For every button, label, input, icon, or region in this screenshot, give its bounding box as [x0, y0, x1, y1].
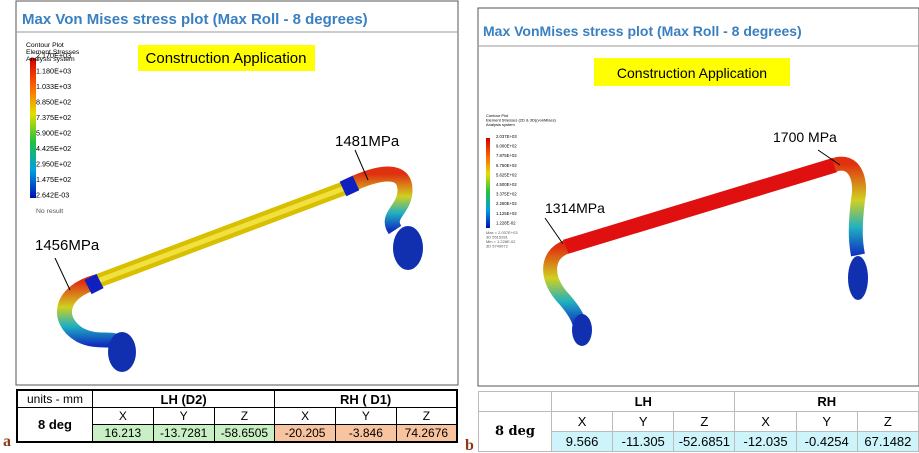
callout: 1314MPa [545, 200, 605, 216]
legend-value: 7.875E+02 [496, 153, 517, 158]
value-cell: 74.2676 [396, 425, 457, 443]
link [572, 314, 592, 346]
group-header: LH (D2) [93, 390, 275, 408]
legend-value: 2.642E-03 [36, 191, 69, 200]
panel-letter: a [3, 433, 11, 450]
legend-value: 1.180E+03 [36, 67, 71, 76]
callout: 1456MPa [35, 237, 100, 254]
group-header: RH ( D1) [275, 390, 457, 408]
value-cell: -52.6851 [674, 432, 735, 452]
legend-value: 6.750E+02 [496, 163, 517, 168]
value-cell: -58.6505 [214, 425, 275, 443]
link [393, 226, 423, 270]
group-header: LH [552, 392, 735, 412]
value-cell: -20.205 [275, 425, 336, 443]
axis-header: Y [796, 412, 857, 432]
link [108, 332, 136, 372]
legend-value: 3.375E+02 [496, 192, 517, 197]
value-cell: -3.846 [336, 425, 397, 443]
legend-value: 2.037E+03 [496, 134, 517, 139]
axis-header: Y [153, 408, 214, 425]
panel-title: Max Von Mises stress plot (Max Roll - 8 … [22, 11, 368, 28]
figure: Max Von Mises stress plot (Max Roll - 8 … [0, 0, 919, 453]
legend-heading: Analysis system [486, 122, 515, 127]
legend-note: 3D 5749072 [486, 244, 509, 249]
legend-value: 1.228E-02 [496, 220, 516, 225]
legend-value: 7.375E+02 [36, 113, 71, 122]
legend-value: 4.500E+02 [496, 182, 517, 187]
legend-value: 5.900E+02 [36, 129, 71, 138]
corner-cell: units - mm [17, 390, 93, 408]
panel-letter: b [465, 437, 474, 453]
axis-header: X [93, 408, 154, 425]
corner-cell [479, 392, 552, 412]
link [848, 256, 868, 300]
value-cell: -13.7281 [153, 425, 214, 443]
bush [343, 183, 356, 189]
axis-header: Z [674, 412, 735, 432]
banner-text: Construction Application [146, 50, 307, 67]
bush [88, 281, 100, 287]
callout: 1481MPa [335, 133, 400, 150]
axis-header: Z [857, 412, 918, 432]
value-cell: 16.213 [93, 425, 154, 443]
legend-heading: Contour Plot [26, 42, 64, 49]
axis-header: X [735, 412, 796, 432]
legend-note: No result [36, 208, 63, 215]
legend-value: 2.170E+03 [36, 51, 71, 60]
legend-value: 5.625E+02 [496, 172, 517, 177]
value-cell: 9.566 [552, 432, 613, 452]
value-cell: -11.305 [613, 432, 674, 452]
legend-value: 1.033E+03 [36, 82, 71, 91]
legend-value: 1.475E+02 [36, 175, 71, 184]
row-label: 8 deg [479, 412, 552, 452]
value-cell: 67.1482 [857, 432, 918, 452]
panel-title: Max VonMises stress plot (Max Roll - 8 d… [483, 23, 802, 39]
color-bar [486, 138, 490, 228]
axis-header: Z [214, 408, 275, 425]
axis-header: X [552, 412, 613, 432]
axis-header: Y [613, 412, 674, 432]
legend-value: 2.250E+02 [496, 201, 517, 206]
axis-header: Y [336, 408, 397, 425]
banner-text: Construction Application [617, 65, 767, 81]
axis-header: X [275, 408, 336, 425]
legend-value: 1.125E+02 [496, 211, 517, 216]
legend-value: 4.425E+02 [36, 144, 71, 153]
legend-value: 8.850E+02 [36, 98, 71, 107]
axis-header: Z [396, 408, 457, 425]
group-header: RH [735, 392, 919, 412]
callout: 1700 MPa [773, 129, 837, 145]
legend-value: 9.000E+02 [496, 144, 517, 149]
value-cell: -12.035 [735, 432, 796, 452]
legend-value: 2.950E+02 [36, 160, 71, 169]
value-cell: -0.4254 [796, 432, 857, 452]
row-label: 8 deg [17, 408, 93, 443]
